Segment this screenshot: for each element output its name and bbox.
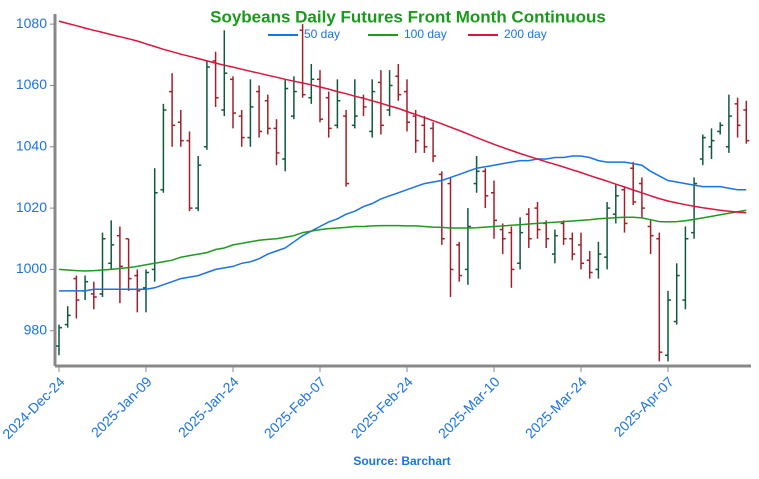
x-tick-label: 2025-Feb-07	[261, 373, 329, 441]
legend-label: 200 day	[504, 27, 547, 41]
y-tick-label: 1040	[16, 137, 47, 153]
x-tick-label: 2025-Jan-24	[175, 373, 242, 440]
x-tick-label: 2025-Apr-07	[610, 373, 676, 439]
x-tick-label: 2025-Mar-10	[435, 373, 503, 441]
source: Source: Barchart	[353, 454, 450, 468]
y-tick-label: 1060	[16, 76, 47, 92]
y-tick-label: 1020	[16, 199, 47, 215]
y-tick-label: 1080	[16, 15, 47, 31]
y-tick-label: 980	[24, 321, 48, 337]
x-tick-label: 2024-Dec-24	[0, 373, 68, 442]
ma-line	[58, 20, 747, 214]
chart-title: Soybeans Daily Futures Front Month Conti…	[210, 7, 606, 26]
ma-line	[59, 155, 747, 292]
ma-line	[58, 209, 747, 272]
legend-label: 50 day	[304, 27, 340, 41]
x-tick-label: 2025-Feb-24	[348, 373, 416, 441]
y-tick-label: 1000	[16, 260, 47, 276]
legend-label: 100 day	[404, 27, 447, 41]
x-tick-label: 2025-Mar-24	[522, 373, 590, 441]
x-tick-label: 2025-Jan-09	[88, 373, 155, 440]
